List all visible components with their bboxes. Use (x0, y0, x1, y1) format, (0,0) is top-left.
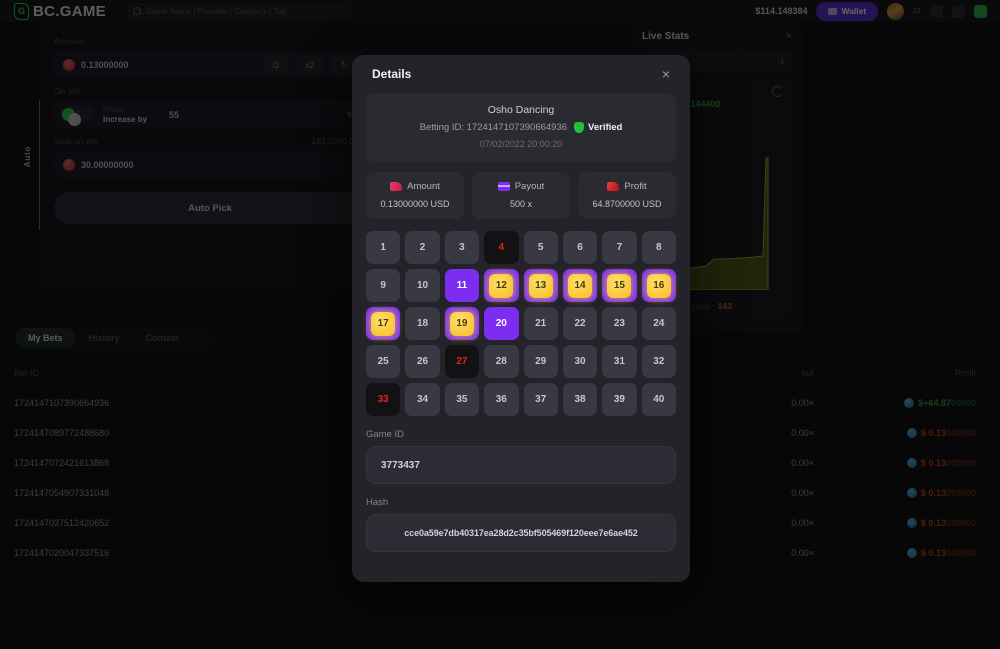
shield-icon (574, 122, 585, 133)
verified-label: Verified (588, 122, 623, 133)
keno-cell-11[interactable]: 11 (444, 269, 480, 302)
keno-cell-12[interactable]: 12 (484, 269, 519, 302)
keno-cell-5[interactable]: 5 (523, 231, 558, 264)
stat-card-amount: Amount 0.13000000 USD (366, 172, 464, 219)
game-name: Osho Dancing (487, 104, 555, 116)
bet-timestamp: 07/02/2022 20:00:20 (479, 139, 563, 149)
game-id-label: Game ID (366, 429, 405, 440)
keno-cell-3[interactable]: 3 (444, 231, 480, 264)
stat-value-profit: 64.8700000 USD (592, 199, 662, 209)
game-id-value: 3773437 (381, 459, 420, 471)
modal-body: Osho Dancing Betting ID: 172414710739066… (352, 93, 690, 566)
amount-icon (390, 182, 403, 191)
status-badge: Verified (574, 122, 622, 133)
stat-head-payout: Payout (476, 181, 566, 192)
stat-card-payout: Payout 500 x (472, 172, 570, 219)
keno-cell-19[interactable]: 19 (444, 307, 480, 340)
keno-cell-hit-marker: 16 (646, 273, 671, 298)
keno-cell-21[interactable]: 21 (523, 307, 558, 340)
bet-id-text: Betting ID: 1724147107390664936 (419, 122, 568, 133)
keno-cell-22[interactable]: 22 (562, 307, 598, 340)
keno-cell-26[interactable]: 26 (405, 345, 440, 378)
keno-cell-31[interactable]: 31 (602, 345, 637, 378)
profit-icon (607, 182, 620, 191)
keno-cell-28[interactable]: 28 (484, 345, 519, 378)
keno-cell-24[interactable]: 24 (641, 307, 676, 340)
keno-cell-hit-marker: 17 (371, 311, 396, 336)
stat-label-payout: Payout (514, 181, 545, 192)
keno-cell-20[interactable]: 20 (484, 307, 519, 340)
keno-cell-18[interactable]: 18 (405, 307, 440, 340)
bet-info-card: Osho Dancing Betting ID: 172414710739066… (366, 93, 676, 162)
keno-cell-2[interactable]: 2 (405, 231, 440, 264)
keno-cell-14[interactable]: 14 (562, 269, 598, 302)
stat-value-amount: 0.13000000 USD (380, 199, 450, 209)
keno-cell-hit-marker: 12 (489, 273, 514, 298)
keno-cell-32[interactable]: 32 (641, 345, 676, 378)
stat-value-payout: 500 x (509, 199, 533, 209)
bet-stats-row: Amount 0.13000000 USD Payout 500 x Profi… (366, 172, 676, 219)
modal-title: Details (372, 67, 412, 81)
keno-cell-30[interactable]: 30 (562, 345, 598, 378)
game-id-field[interactable]: 3773437 (366, 446, 676, 484)
keno-cell-hit-marker: 13 (528, 273, 553, 298)
modal-header: Details × (352, 55, 690, 93)
keno-cell-25[interactable]: 25 (366, 345, 401, 378)
keno-cell-15[interactable]: 15 (602, 269, 637, 302)
keno-number-grid: 1 2 3 4 5 6 7 8 9 10 11 12 13 14 15 16 17 18 19 20 21 22 23 24 2… (366, 231, 676, 416)
keno-cell-27[interactable]: 27 (444, 345, 480, 378)
close-icon[interactable]: × (661, 66, 670, 82)
stat-head-profit: Profit (582, 181, 672, 192)
payout-icon (497, 182, 510, 191)
keno-cell-10[interactable]: 10 (405, 269, 440, 302)
stat-label-profit: Profit (624, 181, 647, 192)
stat-label-amount: Amount (407, 181, 440, 192)
keno-cell-hit-marker: 15 (607, 273, 632, 298)
keno-cell-9[interactable]: 9 (366, 269, 401, 302)
keno-cell-hit-marker: 14 (568, 273, 593, 298)
stat-card-profit: Profit 64.8700000 USD (578, 172, 676, 219)
keno-cell-39[interactable]: 39 (602, 383, 637, 416)
keno-cell-4[interactable]: 4 (484, 231, 519, 264)
hash-value: cce0a59e7db40317ea28d2c35bf505469f120eee… (404, 528, 638, 538)
keno-cell-29[interactable]: 29 (523, 345, 558, 378)
keno-cell-34[interactable]: 34 (405, 383, 440, 416)
bet-id-row: Betting ID: 1724147107390664936 Verified (376, 122, 666, 133)
hash-label: Hash (366, 497, 389, 508)
keno-cell-1[interactable]: 1 (366, 231, 401, 264)
keno-cell-7[interactable]: 7 (602, 231, 637, 264)
details-modal: Details × Osho Dancing Betting ID: 17241… (352, 55, 690, 582)
keno-cell-13[interactable]: 13 (523, 269, 558, 302)
hash-field[interactable]: cce0a59e7db40317ea28d2c35bf505469f120eee… (366, 514, 676, 552)
keno-cell-hit-marker: 19 (449, 311, 474, 336)
keno-cell-6[interactable]: 6 (562, 231, 598, 264)
keno-cell-8[interactable]: 8 (641, 231, 676, 264)
keno-cell-33[interactable]: 33 (366, 383, 401, 416)
keno-cell-36[interactable]: 36 (484, 383, 519, 416)
keno-cell-38[interactable]: 38 (562, 383, 598, 416)
keno-cell-40[interactable]: 40 (641, 383, 676, 416)
stat-head-amount: Amount (370, 181, 460, 192)
keno-cell-17[interactable]: 17 (366, 307, 401, 340)
keno-cell-35[interactable]: 35 (444, 383, 480, 416)
keno-cell-37[interactable]: 37 (523, 383, 558, 416)
keno-cell-16[interactable]: 16 (641, 269, 676, 302)
keno-cell-23[interactable]: 23 (602, 307, 637, 340)
